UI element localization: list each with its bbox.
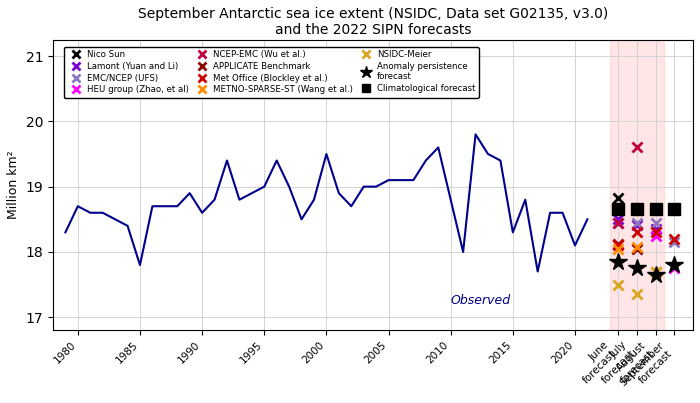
Bar [610,40,664,330]
Title: September Antarctic sea ice extent (NSIDC, Data set G02135, v3.0)
and the 2022 S: September Antarctic sea ice extent (NSID… [138,7,608,37]
Text: Observed: Observed [451,294,511,307]
Legend: Nico Sun, Lamont (Yuan and Li), EMC/NCEP (UFS), HEU group (Zhao, et al), NCEP-EM: Nico Sun, Lamont (Yuan and Li), EMC/NCEP… [64,47,479,98]
Y-axis label: Million km²: Million km² [7,151,20,219]
